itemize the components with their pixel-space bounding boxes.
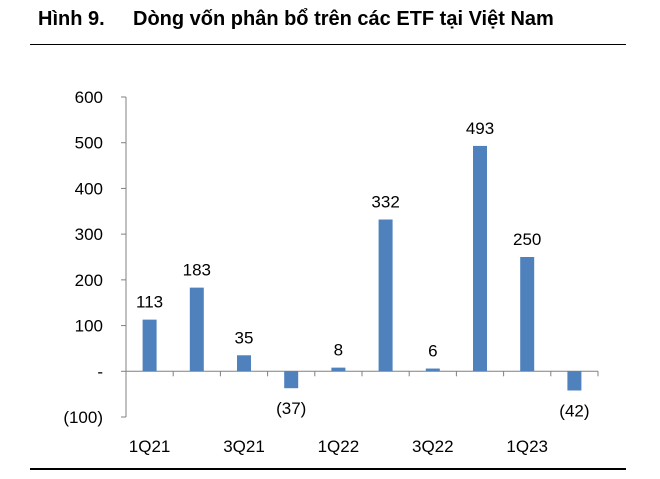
bar-3Q21 <box>237 355 251 372</box>
bar-2Q22 <box>378 219 393 372</box>
bar-1Q21 <box>142 319 157 372</box>
x-tick-label-1Q22: 1Q22 <box>318 437 360 456</box>
chart-bars <box>142 145 582 391</box>
data-label-2Q22: 332 <box>371 193 399 212</box>
y-tick-label: 600 <box>75 88 103 107</box>
x-tick-label-3Q22: 3Q22 <box>412 437 454 456</box>
chart-x-labels: 1Q21 3Q21 1Q22 3Q22 1Q23 <box>129 437 548 456</box>
y-tick-label: - <box>97 362 103 381</box>
figure-title: Hình 9. Dòng vốn phân bổ trên các ETF tại… <box>38 8 554 31</box>
y-tick-label: 400 <box>75 179 103 198</box>
data-label-2Q23: (42) <box>559 401 589 420</box>
chart-axes: (100) - 100 200 300 400 500 600 <box>63 88 599 427</box>
y-tick-label: (100) <box>63 408 103 427</box>
y-tick-label: 500 <box>75 134 103 153</box>
data-label-3Q22: 6 <box>428 342 437 361</box>
bar-2Q21 <box>189 287 204 372</box>
data-label-4Q22: 493 <box>466 119 494 138</box>
figure-number: Hình 9. <box>38 8 105 30</box>
x-tick-label-1Q23: 1Q23 <box>506 437 548 456</box>
y-tick-label: 200 <box>75 271 103 290</box>
data-label-2Q21: 183 <box>183 261 211 280</box>
figure-title-text: Dòng vốn phân bổ trên các ETF tại Việt N… <box>133 8 554 30</box>
bar-1Q22 <box>331 367 346 372</box>
chart-data-labels: 113 183 35 (37) 8 332 6 493 250 (42) <box>136 119 589 421</box>
top-rule <box>30 44 626 45</box>
bottom-rule <box>30 468 626 470</box>
x-tick-label-3Q21: 3Q21 <box>223 437 265 456</box>
data-label-3Q21: 35 <box>235 328 254 347</box>
bar-2Q23 <box>567 371 582 391</box>
bar-1Q23 <box>520 257 535 372</box>
data-label-4Q21: (37) <box>276 399 306 418</box>
bar-3Q22 <box>425 368 440 372</box>
data-label-1Q23: 250 <box>513 230 541 249</box>
bar-4Q22 <box>473 145 487 372</box>
y-tick-label: 300 <box>75 225 103 244</box>
y-tick-label: 100 <box>75 317 103 336</box>
data-label-1Q22: 8 <box>334 341 343 360</box>
x-tick-label-1Q21: 1Q21 <box>129 437 171 456</box>
bar-4Q21 <box>284 371 299 389</box>
data-label-1Q21: 113 <box>136 293 163 312</box>
